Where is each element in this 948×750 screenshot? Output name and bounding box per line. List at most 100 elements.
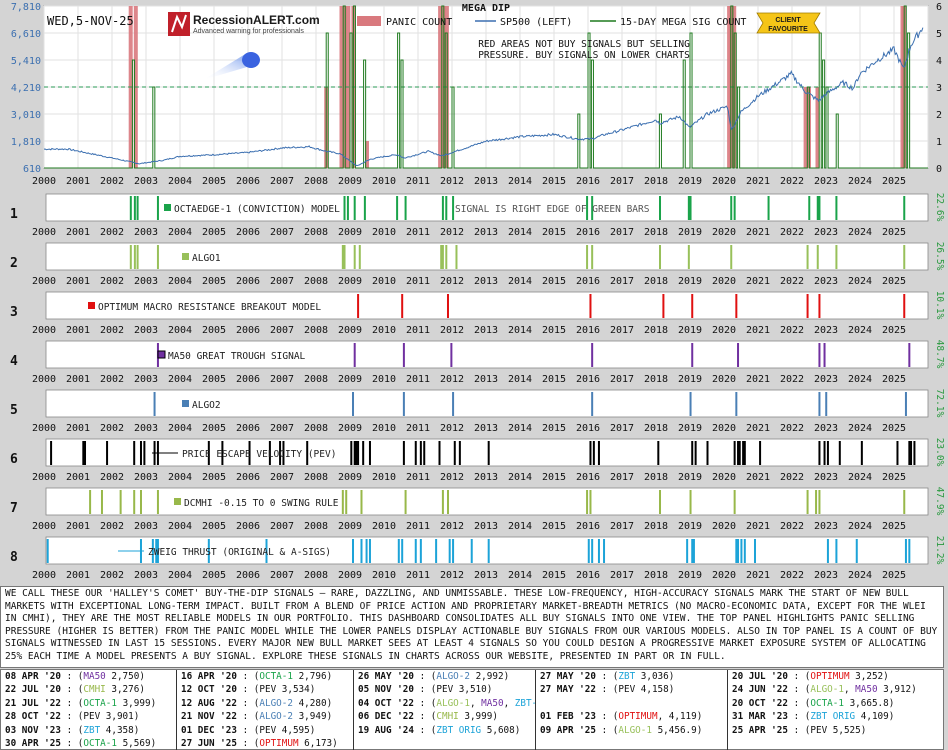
signal-bar	[343, 245, 346, 269]
signal-item: 3,252	[849, 671, 884, 682]
signal-table-cell: 06 DEC '22 : (CMHI 3,999)	[353, 710, 535, 724]
signal-item: OCTA-1	[83, 738, 117, 750]
signal-bar	[419, 441, 422, 465]
x-tick-label: 2000	[32, 276, 56, 287]
main-annotation: PRESSURE. BUY SIGNALS ON LOWER CHARTS	[478, 50, 690, 61]
signal-separator: : (	[413, 671, 437, 682]
x-tick-label: 2019	[678, 227, 702, 238]
legend-label-mega: 15-DAY MEGA SIG COUNT	[620, 17, 746, 28]
signal-separator: : (	[236, 711, 260, 723]
x-tick-label: 2019	[678, 472, 702, 483]
x-tick-label: 2019	[678, 521, 702, 532]
x-tick-label: 2005	[202, 423, 226, 434]
signal-bar	[860, 441, 863, 465]
signal-item: , 4,119	[657, 711, 697, 723]
x-tick-label: 2023	[814, 570, 838, 581]
signal-separator: : (	[787, 711, 811, 723]
signal-date: 21 JUL '22	[5, 697, 61, 709]
signal-close: )	[309, 684, 316, 696]
signal-bar	[404, 196, 407, 220]
signal-bar	[438, 441, 441, 465]
signal-close: )	[332, 738, 338, 750]
signal-bar	[402, 343, 405, 367]
signal-bar	[440, 245, 443, 269]
x-tick-label: 2009	[338, 176, 362, 187]
signal-separator: : (	[60, 724, 84, 736]
signal-bar	[591, 343, 594, 367]
x-tick-label: 2008	[304, 570, 328, 581]
signal-item: ALGO-1	[618, 724, 652, 736]
signal-item: 2,992	[469, 671, 504, 682]
signal-table-row: 21 JUL '22 : (OCTA-1 3,999) 12 AUG '22 : …	[1, 696, 943, 711]
panel-legend-swatch	[182, 400, 189, 407]
signal-item: 4,158	[635, 684, 669, 696]
x-tick-label: 2012	[440, 227, 464, 238]
x-tick-label: 2019	[678, 276, 702, 287]
panic-bar	[803, 87, 808, 168]
x-tick-label: 2018	[644, 227, 668, 238]
right-tick-label: 0	[936, 164, 942, 175]
x-tick-label: 2001	[66, 276, 90, 287]
signal-close: )	[150, 697, 157, 709]
x-tick-label: 2017	[610, 570, 634, 581]
x-tick-label: 2008	[304, 176, 328, 187]
signal-item: PEV	[810, 724, 828, 736]
signal-bar	[423, 441, 426, 465]
x-tick-label: 2016	[576, 423, 600, 434]
signal-bar	[586, 490, 589, 514]
x-tick-label: 2023	[814, 423, 838, 434]
signal-bar	[818, 343, 821, 367]
x-tick-label: 2009	[338, 570, 362, 581]
signal-bar	[445, 245, 448, 269]
signal-item: MA50	[855, 684, 878, 696]
signal-bar	[735, 294, 738, 318]
signal-item: 3,665.8	[843, 697, 889, 709]
x-tick-label: 2008	[304, 472, 328, 483]
signal-item: 5,456.9	[651, 724, 697, 736]
panic-bar	[727, 6, 732, 168]
signal-bar	[806, 490, 809, 514]
signal-table-cell: 08 APR '20 : (MA50 2,750)	[1, 670, 176, 683]
signal-item: 3,999	[116, 697, 151, 709]
x-tick-label: 2003	[134, 325, 158, 336]
panel-plot-area	[45, 487, 929, 516]
signal-date: 31 MAR '23	[732, 711, 788, 723]
signal-separator: : (	[787, 697, 811, 709]
signal-bar	[156, 245, 159, 269]
signal-item: 4,358	[100, 724, 134, 736]
x-tick-label: 2006	[236, 472, 260, 483]
signal-bar	[735, 539, 738, 563]
x-tick-label: 2007	[270, 374, 294, 385]
signal-bar	[823, 343, 826, 367]
signal-bar	[896, 441, 899, 465]
signal-bar	[133, 245, 136, 269]
x-tick-label: 2024	[848, 276, 872, 287]
signal-bar	[446, 490, 449, 514]
panel-number: 5	[10, 403, 18, 418]
x-tick-label: 2023	[814, 176, 838, 187]
x-tick-label: 2001	[66, 176, 90, 187]
x-tick-label: 2007	[270, 227, 294, 238]
panel-label: ALGO1	[192, 253, 221, 264]
signal-bar	[913, 441, 916, 465]
x-tick-label: 2013	[474, 472, 498, 483]
left-tick-label: 7,810	[11, 2, 41, 13]
x-tick-label: 2006	[236, 276, 260, 287]
x-tick-label: 2001	[66, 325, 90, 336]
signal-bar	[352, 392, 355, 416]
signal-bar	[360, 539, 363, 563]
x-tick-label: 2010	[372, 276, 396, 287]
badge-line2: FAVOURITE	[768, 26, 808, 33]
x-tick-label: 2022	[780, 176, 804, 187]
signal-bar	[691, 294, 694, 318]
signal-separator: : (	[236, 724, 260, 736]
x-tick-label: 2006	[236, 227, 260, 238]
panel-plot-area	[45, 340, 929, 369]
signal-bar	[487, 539, 490, 563]
x-tick-label: 2024	[848, 570, 872, 581]
signal-date: 25 APR '25	[732, 724, 788, 736]
x-tick-label: 2000	[32, 325, 56, 336]
x-tick-label: 2020	[712, 227, 736, 238]
signal-item: 5,569	[116, 738, 151, 750]
signal-bar	[282, 441, 285, 465]
